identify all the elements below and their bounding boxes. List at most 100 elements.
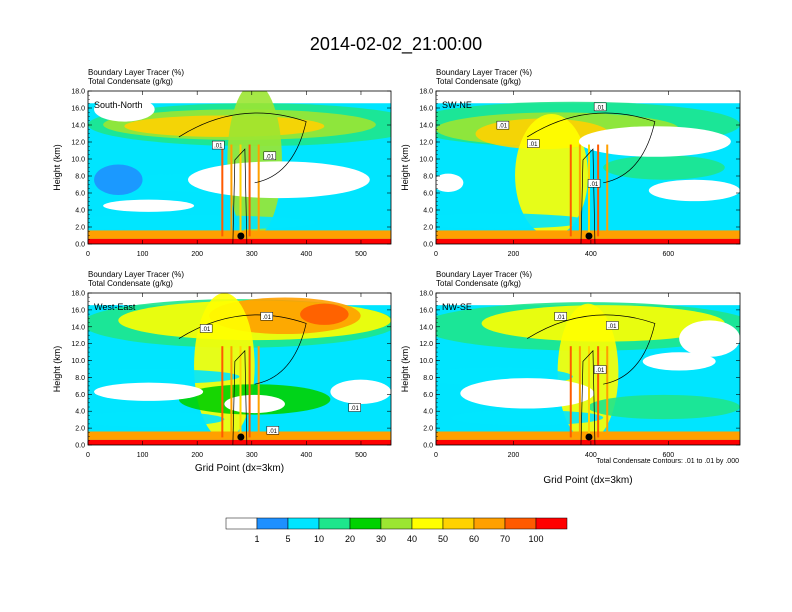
y-tick-label: 2.0 — [75, 225, 85, 232]
colorbar-swatch — [442, 517, 475, 530]
svg-text:.01: .01 — [266, 154, 275, 160]
svg-text:.01: .01 — [214, 144, 223, 150]
y-tick-label: 8.0 — [423, 375, 433, 382]
y-tick-label: 2.0 — [75, 426, 85, 433]
colorbar-swatch — [225, 517, 258, 530]
x-tick-label: 200 — [191, 452, 203, 459]
svg-text:.01: .01 — [350, 406, 359, 412]
contour-label: .01 — [593, 102, 607, 111]
svg-text:.01: .01 — [608, 324, 617, 330]
x-tick-label: 200 — [508, 452, 520, 459]
panel-subtitle-tracer: Boundary Layer Tracer (%) — [88, 68, 184, 77]
y-tick-label: 0.0 — [423, 443, 433, 450]
colorbar-swatch — [380, 517, 413, 530]
x-tick-label: 400 — [585, 251, 597, 258]
x-tick-label: 200 — [191, 251, 203, 258]
contour-label: .01 — [496, 120, 510, 130]
y-tick-label: 10.0 — [71, 358, 85, 365]
colorbar-swatch — [473, 517, 506, 530]
x-axis-label: Grid Point (dx=3km) — [543, 475, 632, 486]
svg-text:.01: .01 — [499, 124, 508, 130]
svg-text:.01: .01 — [202, 327, 211, 333]
location-marker — [585, 433, 593, 441]
location-marker — [585, 232, 593, 240]
x-tick-label: 400 — [585, 452, 597, 459]
y-tick-label: 14.0 — [71, 123, 85, 130]
x-tick-label: 400 — [301, 452, 313, 459]
colorbar-label: 20 — [345, 534, 355, 544]
panel-label: West-East — [94, 302, 136, 312]
y-tick-label: 12.0 — [71, 140, 85, 147]
svg-text:.01: .01 — [269, 429, 278, 435]
y-tick-label: 18.0 — [71, 89, 85, 96]
colorbar-label: 70 — [500, 534, 510, 544]
y-tick-label: 16.0 — [71, 307, 85, 314]
y-tick-label: 16.0 — [419, 106, 433, 113]
colorbar-swatch — [256, 517, 289, 530]
panel-2: Boundary Layer Tracer (%)Total Condensat… — [400, 68, 741, 258]
colorbar-label: 5 — [285, 534, 290, 544]
x-tick-label: 100 — [137, 251, 149, 258]
colorbar-label: 10 — [314, 534, 324, 544]
x-tick-label: 100 — [137, 452, 149, 459]
colorbar-label: 100 — [528, 534, 543, 544]
y-tick-label: 12.0 — [71, 341, 85, 348]
panel-subtitle-tracer: Boundary Layer Tracer (%) — [88, 270, 184, 279]
y-tick-label: 10.0 — [419, 358, 433, 365]
y-tick-label: 4.0 — [75, 208, 85, 215]
figure-title: 2014-02-02_21:00:00 — [310, 34, 482, 55]
y-tick-label: 4.0 — [423, 409, 433, 416]
y-axis-label: Height (km) — [400, 144, 410, 191]
colorbar: 1 5 10 20 30 40 50 60 70 100 — [225, 517, 568, 544]
contour-label: .01 — [593, 365, 607, 374]
panel-subtitle-condensate: Total Condensate (g/kg) — [88, 279, 173, 288]
contour-label: .01 — [554, 312, 567, 321]
y-tick-label: 2.0 — [423, 426, 433, 433]
y-tick-label: 14.0 — [419, 123, 433, 130]
y-axis-label: Height (km) — [52, 144, 62, 191]
panel-subtitle-condensate: Total Condensate (g/kg) — [88, 77, 173, 86]
panel-subtitle-condensate: Total Condensate (g/kg) — [436, 77, 521, 86]
x-tick-label: 0 — [86, 452, 90, 459]
heatmap-field — [88, 293, 391, 445]
panel-3: Boundary Layer Tracer (%)Total Condensat… — [52, 270, 392, 474]
y-tick-label: 8.0 — [75, 174, 85, 181]
contour-label: .01 — [212, 140, 225, 150]
x-tick-label: 600 — [663, 452, 675, 459]
panel-label: South-North — [94, 100, 143, 110]
y-tick-label: 4.0 — [423, 208, 433, 215]
y-tick-label: 10.0 — [419, 157, 433, 164]
contour-label: .01 — [260, 312, 274, 321]
colorbar-swatch — [411, 517, 444, 530]
colorbar-label: 40 — [407, 534, 417, 544]
colorbar-swatch — [504, 517, 537, 530]
colorbar-label: 50 — [438, 534, 448, 544]
x-axis-label: Grid Point (dx=3km) — [195, 463, 284, 474]
svg-text:.01: .01 — [529, 142, 538, 148]
panel-label: SW-NE — [442, 100, 472, 110]
svg-text:.01: .01 — [596, 105, 605, 111]
y-tick-label: 16.0 — [419, 307, 433, 314]
panel-subtitle-tracer: Boundary Layer Tracer (%) — [436, 68, 532, 77]
x-tick-label: 500 — [355, 251, 367, 258]
panel-subtitle-tracer: Boundary Layer Tracer (%) — [436, 270, 532, 279]
x-tick-label: 300 — [246, 251, 258, 258]
y-tick-label: 14.0 — [71, 324, 85, 331]
contour-label: .01 — [348, 403, 361, 412]
x-tick-label: 200 — [508, 251, 520, 258]
colorbar-swatch — [318, 517, 351, 530]
panel-subtitle-condensate: Total Condensate (g/kg) — [436, 279, 521, 288]
y-tick-label: 6.0 — [75, 191, 85, 198]
colorbar-swatch — [535, 517, 568, 530]
y-tick-label: 18.0 — [71, 291, 85, 298]
colorbar-label: 1 — [254, 534, 259, 544]
y-tick-label: 12.0 — [419, 140, 433, 147]
x-tick-label: 0 — [434, 251, 438, 258]
location-marker — [237, 232, 245, 240]
y-tick-label: 6.0 — [423, 191, 433, 198]
x-tick-label: 300 — [246, 452, 258, 459]
panel-4: Boundary Layer Tracer (%)Total Condensat… — [400, 270, 741, 486]
x-tick-label: 0 — [86, 251, 90, 258]
x-tick-label: 0 — [434, 452, 438, 459]
